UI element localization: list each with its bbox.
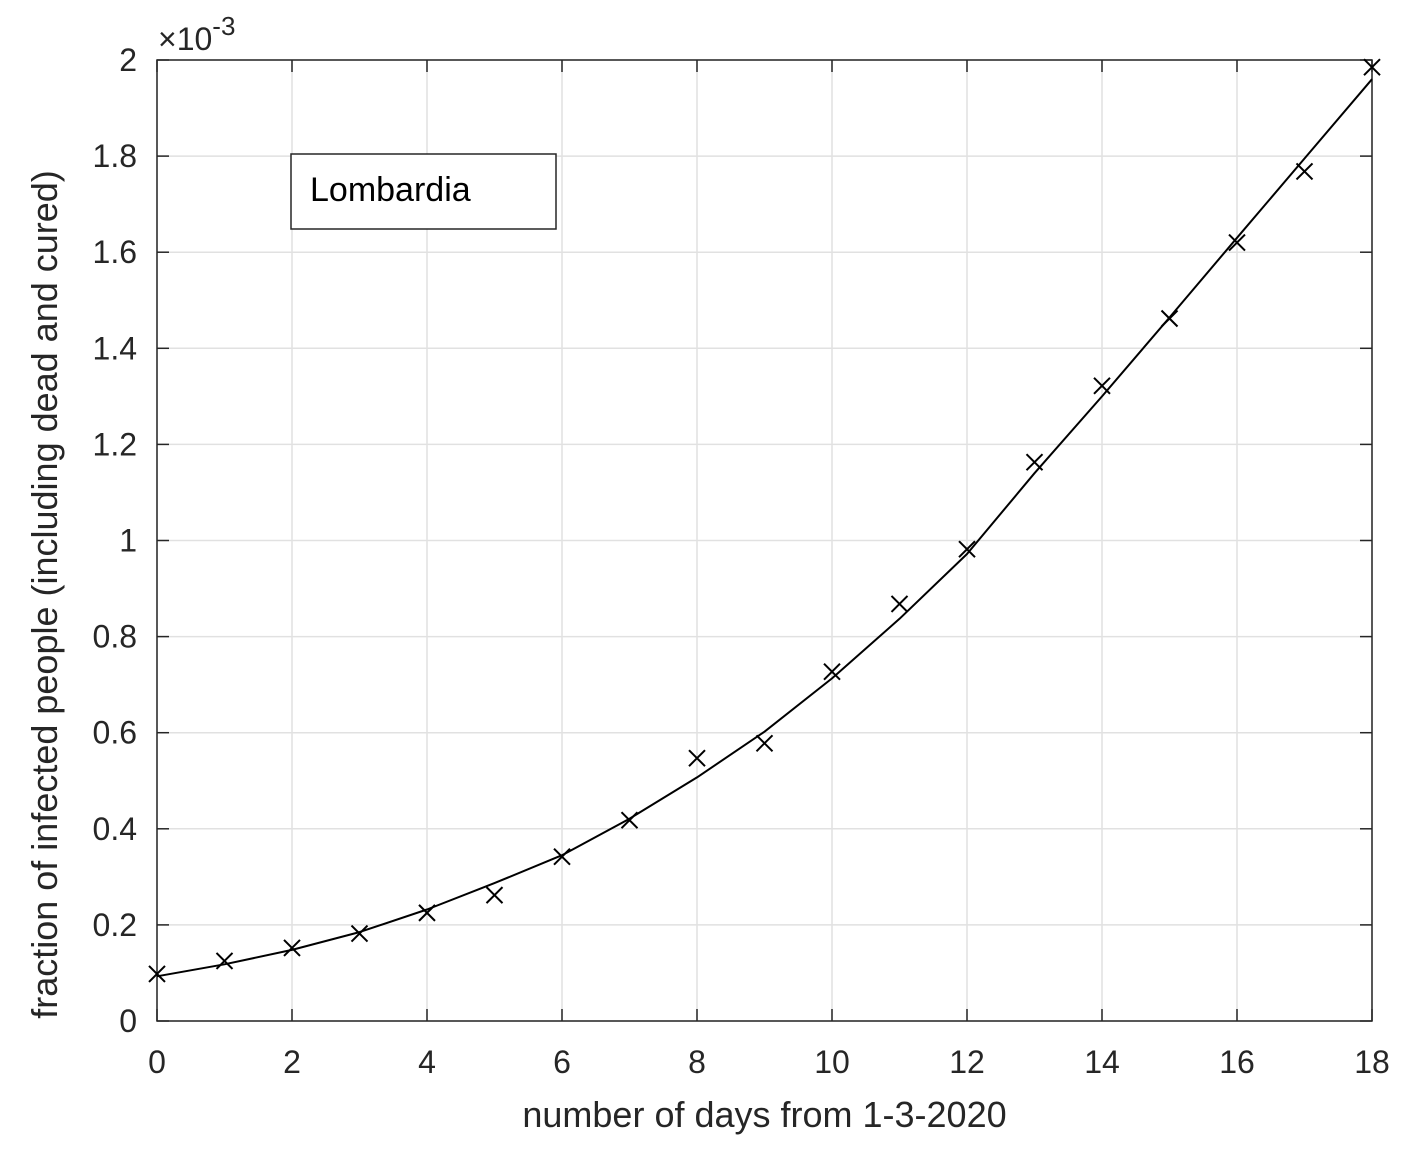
marker-stroke [823, 662, 841, 681]
y-tick-label: 0.2 [93, 907, 137, 943]
data-point-marker [688, 749, 706, 767]
x-axis-label: number of days from 1-3-2020 [522, 1094, 1006, 1135]
x-tick-label: 10 [814, 1044, 850, 1080]
series-group [148, 58, 1381, 983]
marker-stroke [148, 965, 166, 983]
y-tick-labels: 0 0.2 0.4 0.6 0.8 1 1.2 1.4 1.6 1.8 2 [93, 42, 137, 1039]
axis-ticks [156, 59, 1373, 1022]
x-tick-label: 18 [1354, 1044, 1390, 1080]
data-point-marker [958, 540, 976, 558]
marker-stroke [1295, 162, 1314, 181]
y-tick-label: 0 [119, 1003, 137, 1039]
y-multiplier-base: 10 [177, 21, 213, 57]
data-point-marker [1363, 58, 1381, 76]
y-tick-label: 1.6 [93, 234, 137, 270]
y-tick-label: 1.8 [93, 138, 137, 174]
data-point-marker [148, 965, 166, 983]
marker-stroke [485, 886, 504, 904]
marker-stroke [215, 952, 234, 970]
marker-stroke [890, 595, 909, 613]
data-point-marker [823, 662, 841, 681]
x-tick-label: 14 [1084, 1044, 1120, 1080]
y-axis-multiplier: ×10-3 [158, 11, 235, 57]
y-tick-label: 1.2 [93, 426, 137, 462]
data-point-marker [755, 734, 774, 752]
marker-stroke [1363, 58, 1381, 76]
data-point-marker [485, 886, 504, 904]
x-tick-label: 2 [283, 1044, 301, 1080]
data-point-marker [1228, 233, 1246, 252]
marker-stroke [350, 924, 369, 943]
fit-curve-line [156, 78, 1373, 978]
data-point-marker [283, 939, 301, 957]
y-axis-label: fraction of infected people (including d… [24, 170, 65, 1019]
marker-stroke [283, 939, 301, 957]
y-tick-label: 0.6 [93, 715, 137, 751]
y-tick-label: 0.8 [93, 619, 137, 655]
x-tick-labels: 0 2 4 6 8 10 12 14 16 18 [148, 1044, 1390, 1080]
marker-stroke [1025, 453, 1044, 471]
data-point-marker [215, 952, 234, 970]
y-multiplier-prefix: × [158, 21, 177, 57]
marker-stroke [958, 540, 976, 558]
y-multiplier-exponent: -3 [212, 11, 235, 41]
x-tick-label: 16 [1219, 1044, 1255, 1080]
x-tick-label: 12 [949, 1044, 985, 1080]
marker-stroke [1228, 233, 1246, 252]
marker-stroke [755, 734, 774, 752]
y-tick-label: 1 [119, 523, 137, 559]
legend-box [290, 153, 557, 230]
legend-label: Lombardia [310, 171, 471, 209]
marker-stroke [1093, 377, 1111, 395]
legend: Lombardia [290, 153, 557, 230]
x-tick-label: 6 [553, 1044, 571, 1080]
x-tick-label: 8 [688, 1044, 706, 1080]
y-tick-label: 1.4 [93, 330, 137, 366]
y-tick-label: 0.4 [93, 811, 137, 847]
x-tick-label: 0 [148, 1044, 166, 1080]
marker-stroke [688, 749, 706, 767]
y-tick-label: 2 [119, 42, 137, 78]
x-tick-label: 4 [418, 1044, 436, 1080]
data-point-marker [350, 924, 369, 943]
data-point-marker [890, 595, 909, 613]
